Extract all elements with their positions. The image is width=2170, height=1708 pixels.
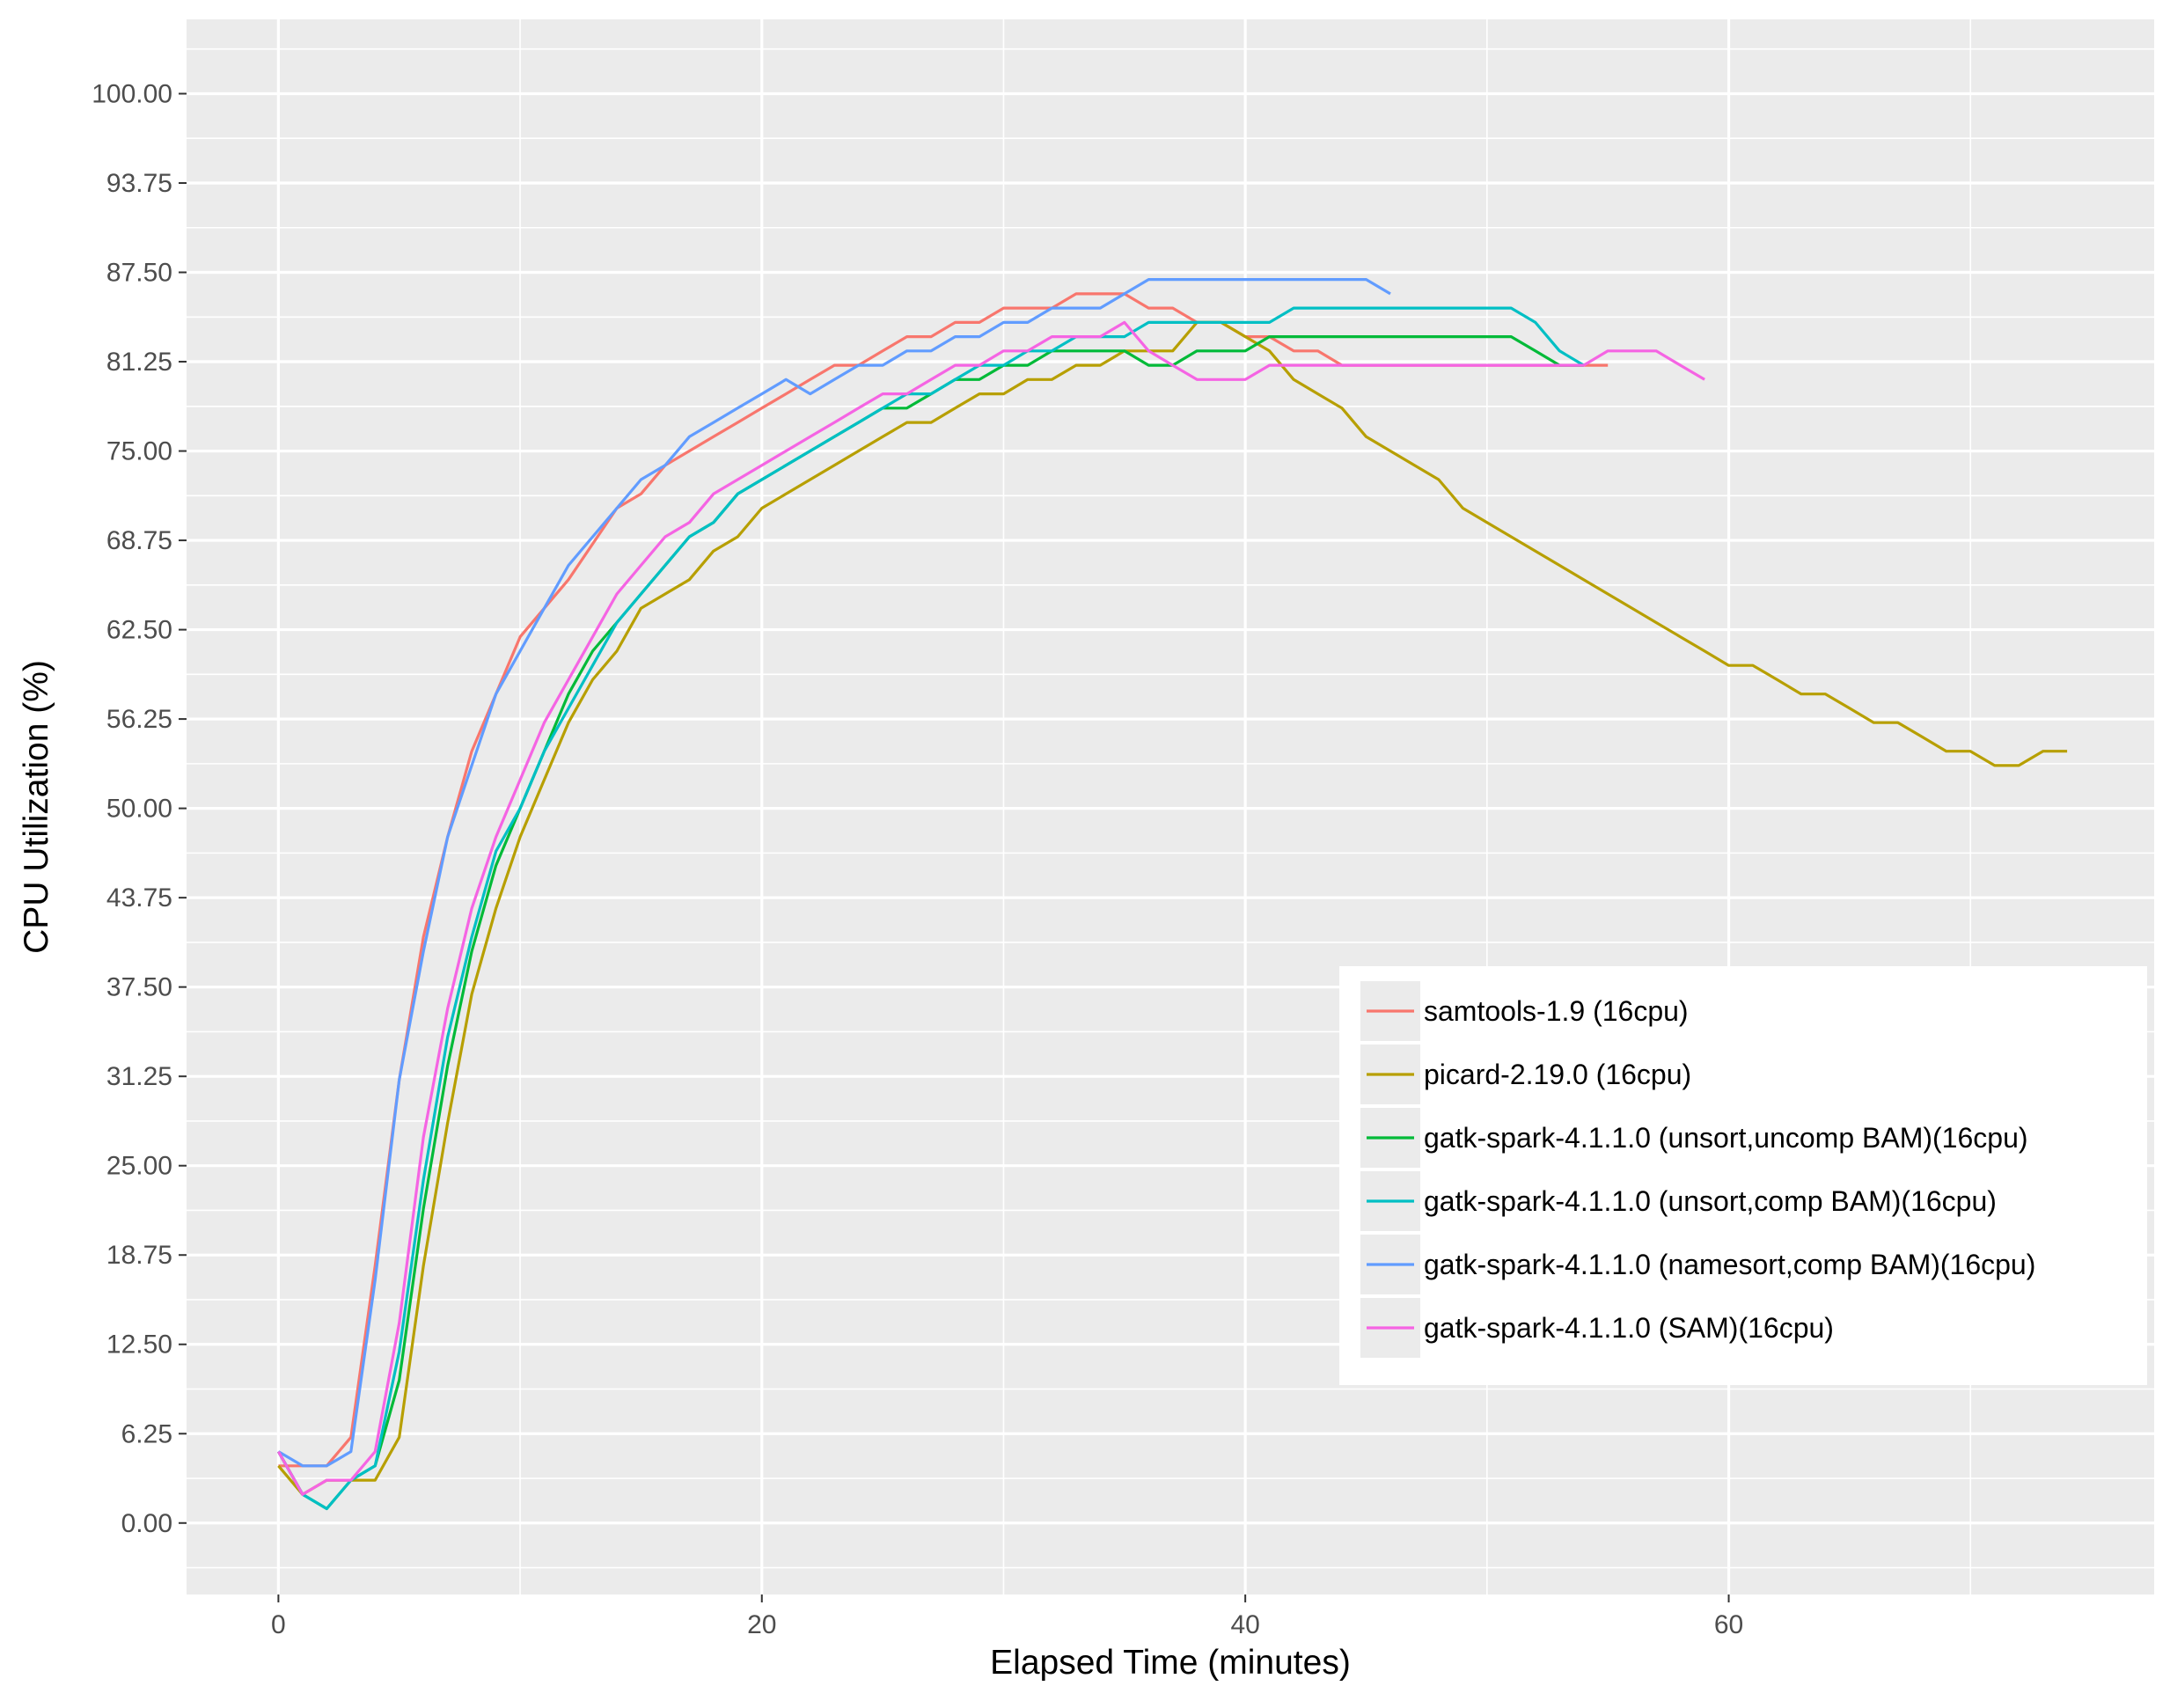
y-tick-label: 100.00 — [92, 79, 172, 108]
y-tick-label: 87.50 — [106, 259, 172, 288]
series-line-4 — [277, 306, 1585, 1511]
legend-label: gatk-spark-4.1.1.0 (namesort,comp BAM)(1… — [1424, 1249, 2035, 1280]
x-axis-title: Elapsed Time (minutes) — [990, 1644, 1351, 1682]
y-tick-label: 6.25 — [121, 1419, 172, 1448]
y-axis-title: CPU Utilization (%) — [18, 660, 55, 954]
y-tick-label: 18.75 — [106, 1241, 172, 1270]
x-tick-label: 60 — [1714, 1610, 1743, 1639]
y-axis: 0.00 6.25 12.50 18.75 25.00 31.25 37.50 43.75 50… — [92, 79, 187, 1538]
x-axis: 0 20 40 60 — [271, 1594, 1743, 1639]
y-tick-label: 0.00 — [121, 1509, 172, 1538]
legend-label: samtools-1.9 (16cpu) — [1424, 995, 1689, 1027]
legend-box — [1339, 966, 2147, 1385]
y-tick-label: 37.50 — [106, 973, 172, 1002]
y-tick-label: 31.25 — [106, 1062, 172, 1091]
y-tick-label: 12.50 — [106, 1330, 172, 1360]
x-tick-label: 20 — [747, 1610, 776, 1639]
y-tick-label: 25.00 — [106, 1152, 172, 1181]
legend-label: gatk-spark-4.1.1.0 (SAM)(16cpu) — [1424, 1312, 1834, 1344]
y-tick-label: 81.25 — [106, 348, 172, 377]
series-line-6 — [277, 320, 1705, 1496]
y-tick-label: 50.00 — [106, 795, 172, 824]
y-tick-label: 43.75 — [106, 883, 172, 913]
series-line-5 — [277, 278, 1391, 1468]
y-tick-label: 68.75 — [106, 526, 172, 555]
legend: samtools-1.9 (16cpu) picard-2.19.0 (16cpu… — [1339, 966, 2147, 1385]
legend-label: picard-2.19.0 (16cpu) — [1424, 1059, 1691, 1090]
legend-label: gatk-spark-4.1.1.0 (unsort,comp BAM)(16c… — [1424, 1185, 1997, 1217]
legend-label: gatk-spark-4.1.1.0 (unsort,uncomp BAM)(1… — [1424, 1122, 2028, 1154]
series-line-2 — [277, 320, 2068, 1496]
y-tick-label: 56.25 — [106, 705, 172, 734]
y-tick-label: 75.00 — [106, 437, 172, 466]
y-tick-label: 62.50 — [106, 616, 172, 645]
series-lines — [277, 278, 2068, 1511]
y-tick-label: 93.75 — [106, 169, 172, 198]
x-tick-label: 40 — [1230, 1610, 1259, 1639]
x-tick-label: 0 — [271, 1610, 286, 1639]
